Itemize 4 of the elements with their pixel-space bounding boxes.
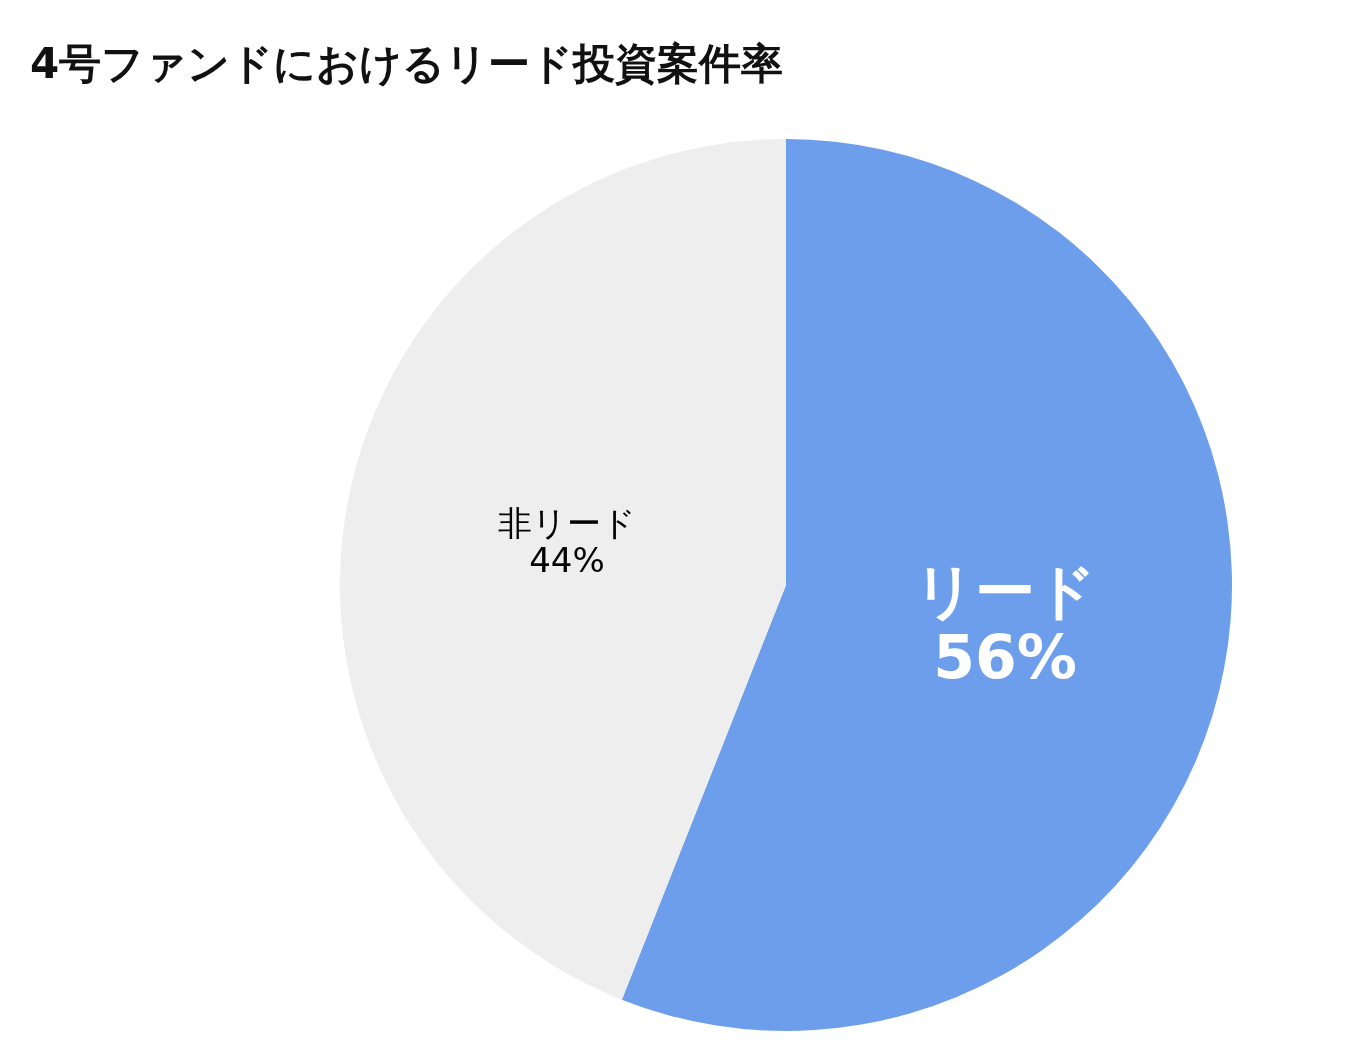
pie-slice	[340, 139, 786, 1000]
data-label: 44%	[529, 540, 605, 581]
slice-label: 非リード	[497, 502, 636, 543]
chart-title: 4号ファンドにおけるリード投資案件率	[30, 38, 784, 90]
